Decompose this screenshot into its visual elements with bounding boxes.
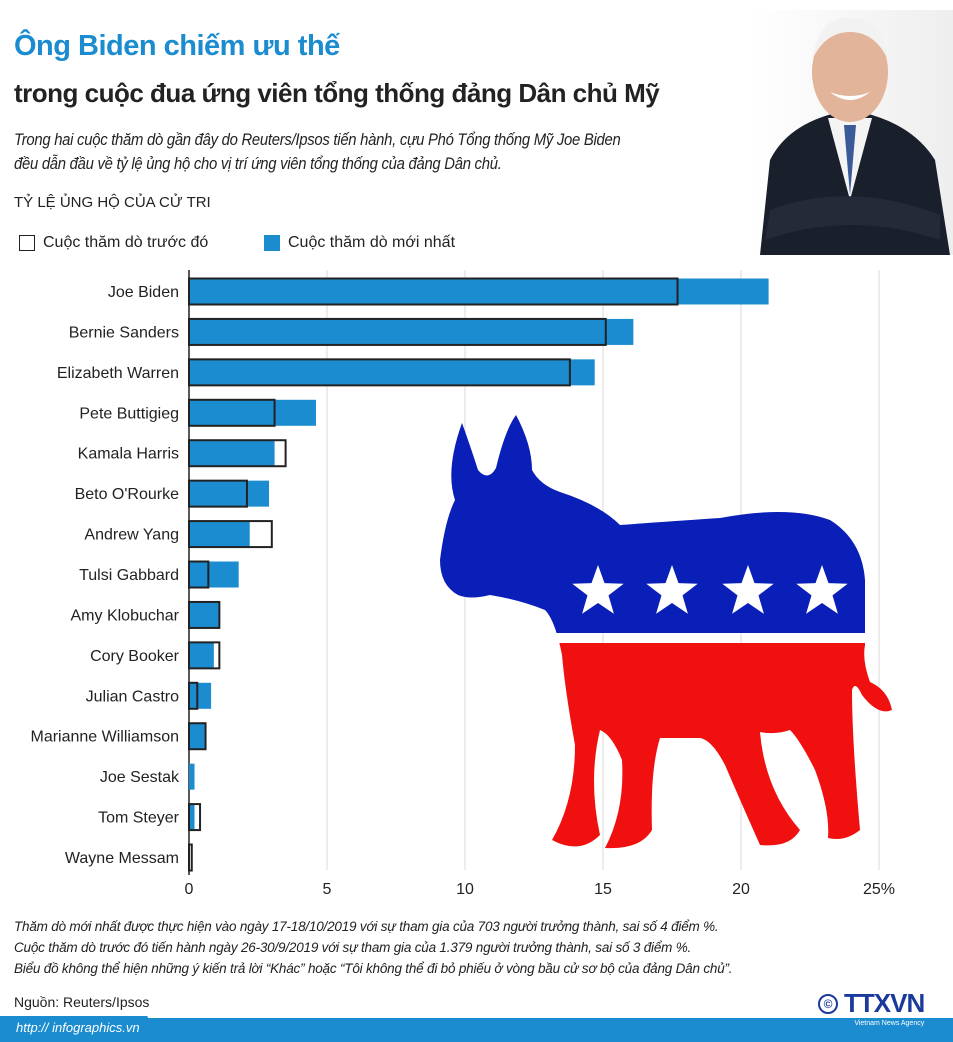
category-label: Andrew Yang bbox=[84, 527, 179, 544]
intro-line: Trong hai cuộc thăm dò gần đây do Reuter… bbox=[14, 131, 621, 149]
legend-item-latest: Cuộc thăm dò mới nhất bbox=[264, 234, 455, 252]
bar-latest bbox=[189, 601, 220, 628]
star-icon bbox=[572, 565, 624, 614]
category-label: Marianne Williamson bbox=[31, 729, 180, 746]
bar-row bbox=[188, 520, 273, 549]
bar-row bbox=[188, 681, 212, 710]
legend-label: Cuộc thăm dò mới nhất bbox=[288, 234, 456, 251]
bar-row bbox=[188, 803, 202, 832]
logo-text-group: TTXVN Vietnam News Agency bbox=[844, 988, 925, 1028]
star-icon bbox=[646, 565, 698, 614]
category-label: Wayne Messam bbox=[65, 850, 179, 867]
bar-latest bbox=[189, 763, 195, 790]
bar-previous bbox=[188, 641, 221, 670]
category-label: Pete Buttigieg bbox=[79, 405, 179, 422]
x-tick-label: 5 bbox=[323, 881, 332, 898]
footnote: Thăm dò mới nhất được thực hiện vào ngày… bbox=[14, 919, 719, 934]
bar-previous bbox=[188, 843, 193, 872]
category-label: Tulsi Gabbard bbox=[79, 567, 179, 584]
legend-label: Cuộc thăm dò trước đó bbox=[43, 234, 209, 251]
bar-latest bbox=[189, 318, 634, 345]
bar-latest bbox=[189, 521, 250, 548]
category-label: Tom Steyer bbox=[98, 810, 180, 827]
bar-row bbox=[188, 479, 270, 508]
x-tick-label: 20 bbox=[732, 881, 750, 898]
bar-previous bbox=[188, 560, 210, 589]
bar-chart: Joe Biden Bernie Sanders Elizabeth Warren P… bbox=[31, 270, 895, 898]
bar-previous bbox=[188, 358, 571, 387]
x-tick-label: 10 bbox=[456, 881, 474, 898]
url-tab bbox=[0, 1016, 160, 1042]
bar-previous bbox=[188, 277, 679, 306]
footer-bar bbox=[0, 1018, 953, 1042]
bar-previous bbox=[188, 398, 276, 427]
legend-item-previous: Cuộc thăm dò trước đó bbox=[19, 234, 208, 252]
bar-previous bbox=[188, 600, 221, 629]
bar-row bbox=[188, 439, 287, 468]
bar-row bbox=[189, 763, 195, 790]
star-icon bbox=[796, 565, 848, 614]
bar-row bbox=[188, 722, 207, 751]
category-label: Julian Castro bbox=[86, 688, 179, 705]
bar-latest bbox=[189, 359, 595, 386]
star-icon bbox=[722, 565, 774, 614]
bar-previous bbox=[188, 317, 607, 346]
bar-latest bbox=[189, 399, 316, 426]
category-label: Elizabeth Warren bbox=[57, 365, 179, 382]
page-subtitle: trong cuộc đua ứng viên tổng thống đảng … bbox=[14, 78, 660, 108]
page-title: Ông Biden chiếm ưu thế bbox=[14, 30, 340, 62]
bar-previous bbox=[188, 722, 207, 751]
bar-latest bbox=[189, 480, 270, 507]
ttxvn-logo: © TTXVN Vietnam News Agency bbox=[818, 988, 925, 1028]
category-label: Joe Biden bbox=[108, 284, 179, 301]
bar-latest bbox=[189, 642, 214, 669]
category-label: Joe Sestak bbox=[100, 769, 180, 786]
bar-row bbox=[188, 843, 193, 872]
logo-text: TTXVN bbox=[844, 988, 925, 1018]
biden-photo bbox=[750, 10, 953, 255]
logo-subtitle: Vietnam News Agency bbox=[854, 1020, 925, 1027]
legend-swatch-fill bbox=[264, 235, 280, 251]
intro-line: đều dẫn đầu về tỷ lệ ủng hộ cho vị trí ứ… bbox=[14, 155, 502, 173]
footnote: Biểu đồ không thể hiện những ý kiến trả … bbox=[14, 961, 733, 976]
bar-latest bbox=[189, 440, 275, 467]
legend-swatch-outline bbox=[19, 235, 35, 251]
intro-text: Trong hai cuộc thăm dò gần đây do Reuter… bbox=[14, 128, 688, 176]
bar-latest bbox=[189, 278, 769, 305]
bar-latest bbox=[189, 723, 206, 750]
bar-row bbox=[188, 641, 221, 670]
category-label: Kamala Harris bbox=[78, 446, 179, 463]
copyright-icon: © bbox=[818, 994, 838, 1014]
x-tick-label: 0 bbox=[185, 881, 194, 898]
bar-previous bbox=[188, 803, 202, 832]
bar-previous bbox=[188, 479, 248, 508]
section-label: TỶ LỆ ỦNG HỘ CỦA CỬ TRI bbox=[14, 194, 211, 211]
website-link[interactable]: http:// infographics.vn bbox=[16, 1020, 140, 1035]
bar-latest bbox=[189, 561, 239, 588]
bar-row bbox=[188, 560, 239, 589]
democratic-donkey-logo bbox=[440, 415, 892, 849]
footnotes: Thăm dò mới nhất được thực hiện vào ngày… bbox=[14, 916, 733, 979]
bar-row bbox=[188, 600, 221, 629]
bar-previous bbox=[188, 439, 287, 468]
bar-row bbox=[188, 317, 634, 346]
bar-previous bbox=[188, 681, 199, 710]
bar-previous bbox=[188, 520, 273, 549]
x-tick-label: 15 bbox=[594, 881, 612, 898]
category-label: Amy Klobuchar bbox=[71, 607, 180, 624]
bar-row bbox=[188, 398, 316, 427]
category-label: Cory Booker bbox=[90, 648, 180, 665]
footnote: Cuộc thăm dò trước đó tiến hành ngày 26-… bbox=[14, 940, 692, 955]
bar-latest bbox=[189, 682, 212, 709]
category-label: Beto O'Rourke bbox=[75, 486, 180, 503]
bar-row bbox=[188, 358, 595, 387]
bar-latest bbox=[189, 804, 195, 831]
source-text: Nguồn: Reuters/Ipsos bbox=[14, 994, 150, 1010]
bar-row bbox=[188, 277, 769, 306]
category-label: Bernie Sanders bbox=[69, 324, 179, 341]
x-tick-label: 25% bbox=[863, 881, 895, 898]
